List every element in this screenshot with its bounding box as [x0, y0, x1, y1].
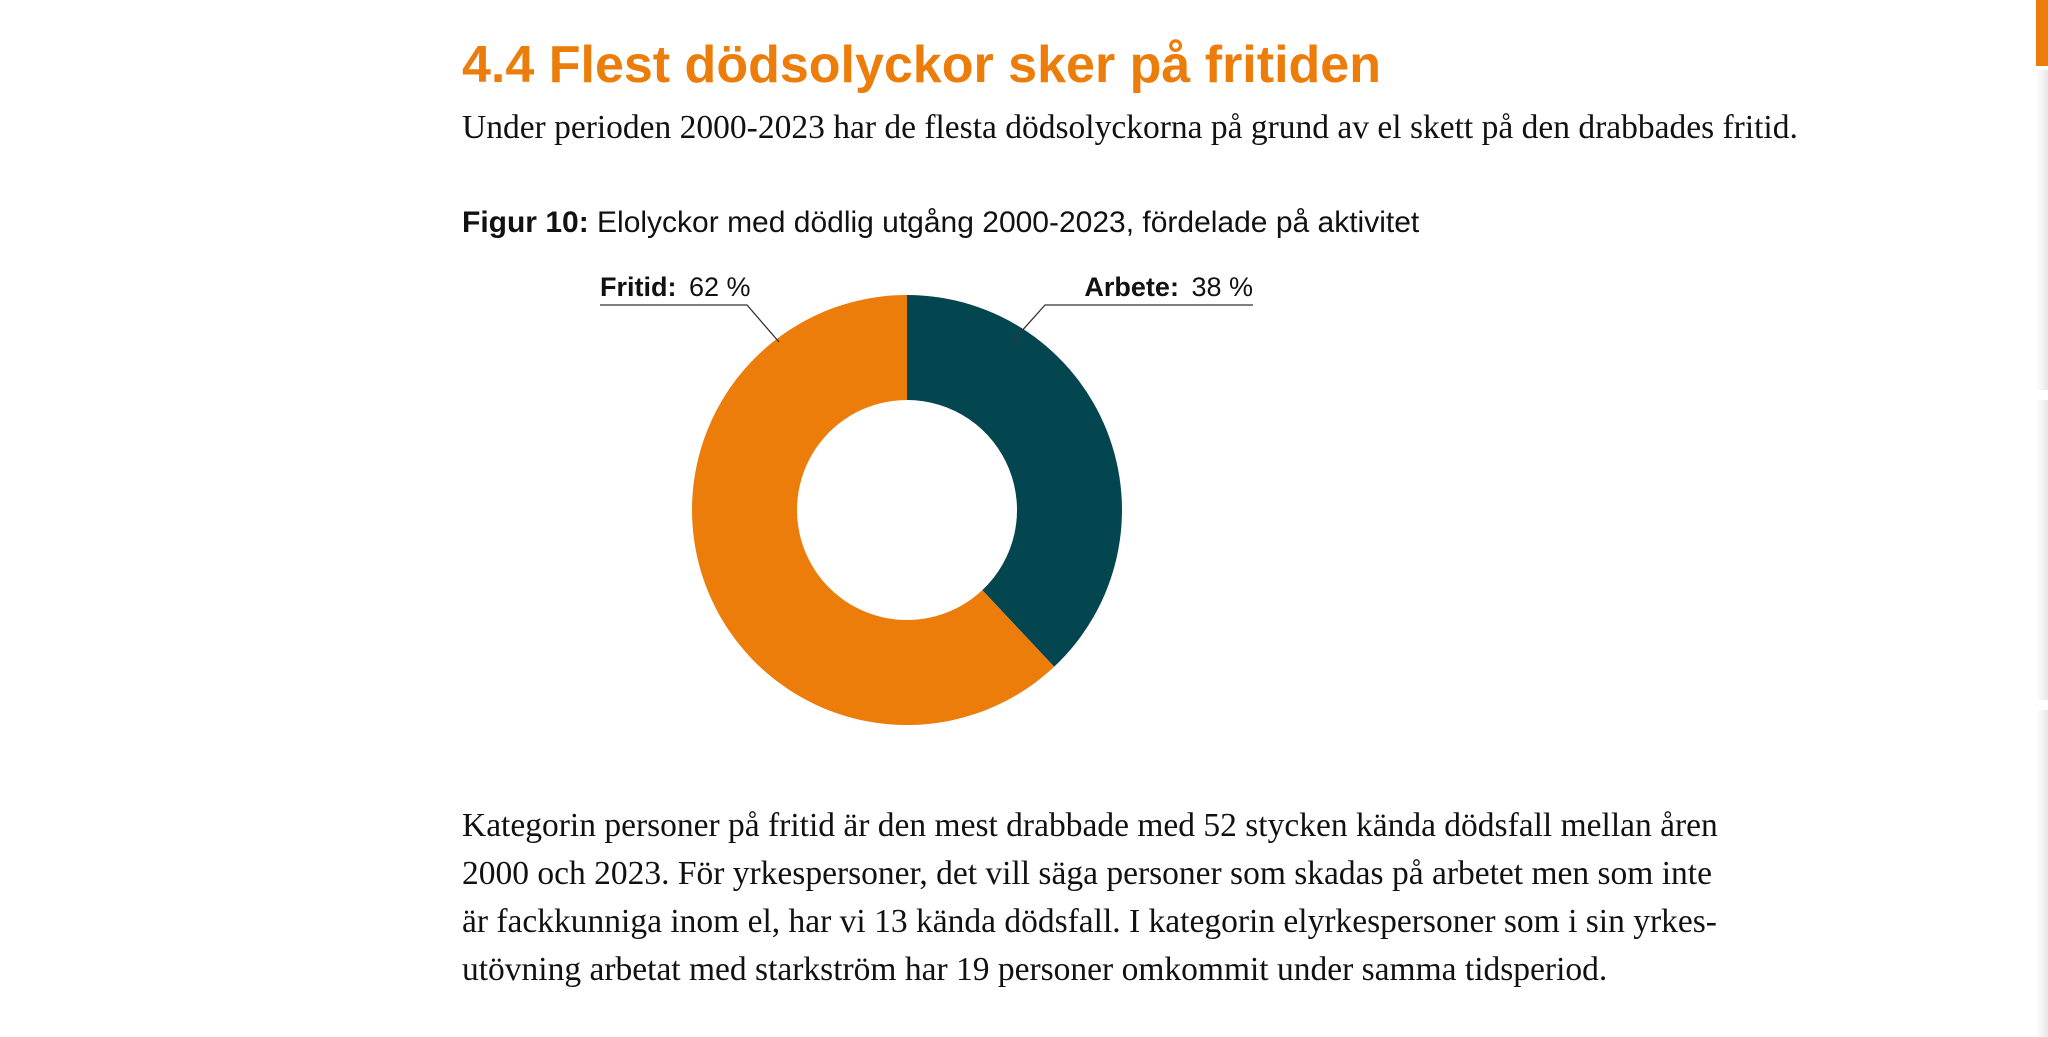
arbete-label: Arbete: 38 % — [1084, 272, 1253, 302]
fritid-label-name: Fritid: — [600, 272, 676, 302]
page-edge-tab — [2036, 70, 2048, 390]
body-line: 2000 och 2023. För yrkespersoner, det vi… — [462, 855, 1712, 892]
arbete-label-name: Arbete: — [1084, 272, 1179, 302]
page-edge-accent — [2036, 0, 2048, 66]
fritid-leader-line — [600, 304, 780, 343]
section-heading: 4.4 Flest dödsolyckor sker på fritiden — [462, 36, 1381, 94]
arbete-label-value: 38 % — [1191, 272, 1253, 302]
fritid-label-value: 62 % — [689, 272, 751, 302]
body-line: utövning arbetat med starkström har 19 p… — [462, 951, 1608, 988]
body-line: Kategorin personer på fritid är den mest… — [462, 807, 1718, 844]
body-paragraph: Kategorin personer på fritid är den mest… — [462, 802, 1842, 994]
fritid-label: Fritid: 62 % — [600, 272, 751, 302]
page-edge-tab — [2036, 400, 2048, 700]
body-line: är fackkunniga inom el, har vi 13 kända … — [462, 903, 1717, 940]
section-lead: Under perioden 2000-2023 har de flesta d… — [462, 109, 1798, 146]
figure-caption: Figur 10: Elolyckor med dödlig utgång 20… — [462, 200, 1419, 246]
donut-slices — [692, 295, 1122, 725]
page-edge-tab — [2036, 710, 2048, 1037]
arbete-leader-line — [1011, 304, 1253, 343]
donut-slice-arbete — [907, 295, 1122, 667]
donut-chart: Fritid: 62 % Arbete: 38 % — [600, 272, 1253, 725]
donut-slice-fritid — [692, 295, 1055, 725]
figure-label: Figur 10: — [462, 206, 589, 239]
figure-title: Elolyckor med dödlig utgång 2000-2023, f… — [597, 206, 1420, 239]
